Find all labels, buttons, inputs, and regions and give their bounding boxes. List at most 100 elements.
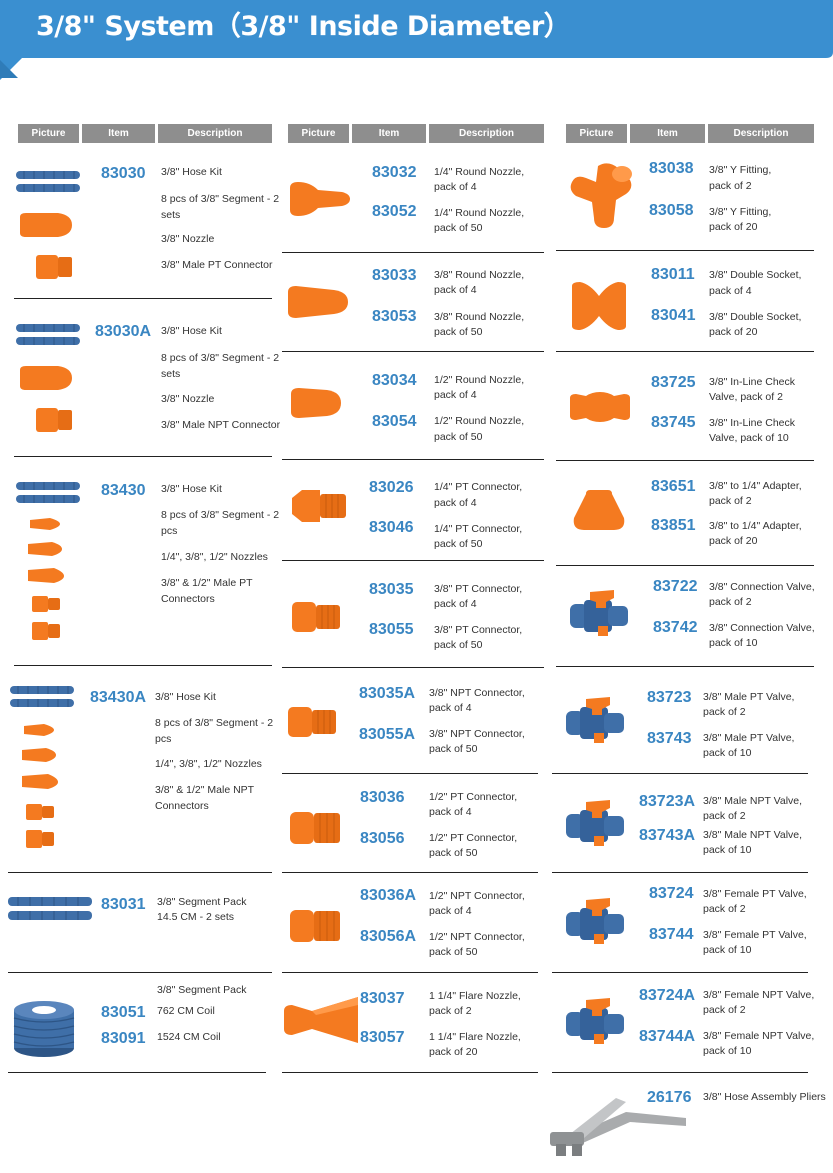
- row-divider: [552, 972, 808, 973]
- item-number: 83041: [651, 307, 696, 324]
- header-item: Item: [352, 124, 426, 143]
- item-line: 3/8" In-Line Check: [709, 376, 796, 388]
- item-number: 83030: [101, 165, 146, 182]
- item-line: pack of 10: [703, 844, 752, 856]
- header-picture: Picture: [288, 124, 349, 143]
- item-line: 3/8" Hose Kit: [161, 483, 222, 495]
- item-line: Valve, pack of 2: [709, 391, 783, 403]
- item-number: 83046: [369, 519, 414, 536]
- item-number: 83033: [372, 267, 417, 284]
- item-number: 83052: [372, 203, 417, 220]
- item-number: 83056: [360, 830, 405, 847]
- item-line: pack of 4: [434, 389, 477, 401]
- item-line: pack of 2: [703, 903, 746, 915]
- item-line: 1/2" PT Connector,: [429, 791, 518, 803]
- item-number: 83851: [651, 517, 696, 534]
- item-line: 3/8" to 1/4" Adapter,: [709, 520, 802, 532]
- item-number: 83743: [647, 730, 692, 747]
- item-number: 83055: [369, 621, 414, 638]
- item-line: 3/8" Male NPT Valve,: [703, 829, 803, 841]
- item-line: pack of 10: [703, 1045, 752, 1057]
- round-nozzle-small-icon: [290, 182, 350, 216]
- item-line: 3/8" Connection Valve,: [709, 622, 815, 634]
- item-line: pack of 2: [709, 180, 752, 192]
- item-number: 83091: [101, 1030, 146, 1047]
- item-line: 3/8" Female PT Valve,: [703, 888, 807, 900]
- item-line: pack of 2: [429, 1005, 472, 1017]
- item-number: 83057: [360, 1029, 405, 1046]
- item-number: 83744: [649, 926, 694, 943]
- row-divider: [282, 252, 544, 253]
- item-line: 3/8" Double Socket,: [709, 269, 802, 281]
- item-line: 3/8" Female NPT Valve,: [703, 989, 815, 1001]
- item-line: 3/8" Hose Assembly Pliers: [703, 1091, 826, 1103]
- row-divider: [14, 298, 272, 299]
- item-line: pack of 2: [709, 495, 752, 507]
- item-line: pack of 2: [703, 706, 746, 718]
- item-line: pack of 2: [709, 596, 752, 608]
- item-line: pack of 10: [709, 637, 758, 649]
- item-line: 3/8" Y Fitting,: [709, 164, 772, 176]
- header-item: Item: [82, 124, 155, 143]
- item-line: pack of 4: [434, 598, 477, 610]
- npt-connector-large-icon: [290, 910, 340, 942]
- item-number: 83745: [651, 414, 696, 431]
- hose-kit-multi-icon: [10, 686, 74, 848]
- item-line: 3/8" Y Fitting,: [709, 206, 772, 218]
- item-line: pack of 50: [434, 326, 483, 338]
- item-line: pack of 4: [434, 284, 477, 296]
- valve-icon: [566, 898, 624, 944]
- valve-icon: [570, 590, 628, 636]
- item-number: 83725: [651, 374, 696, 391]
- pt-connector-icon: [292, 490, 346, 522]
- item-line: 8 pcs of 3/8" Segment - 2 pcs: [155, 717, 274, 745]
- header-picture: Picture: [18, 124, 79, 143]
- row-divider: [8, 1072, 266, 1073]
- item-number: 83036A: [360, 887, 417, 904]
- item-line: pack of 50: [429, 847, 478, 859]
- item-number: 83026: [369, 479, 414, 496]
- item-number: 83054: [372, 413, 417, 430]
- item-group-heading: 3/8" Segment Pack: [157, 984, 247, 996]
- item-line: pack of 2: [703, 1004, 746, 1016]
- item-number: 83034: [372, 372, 417, 389]
- pliers-icon: [550, 1098, 686, 1156]
- item-number: 83036: [360, 789, 405, 806]
- item-line: pack of 50: [434, 538, 483, 550]
- row-divider: [282, 1072, 538, 1073]
- row-divider: [8, 972, 272, 973]
- valve-icon: [566, 697, 624, 743]
- item-line: 1/2" NPT Connector,: [429, 931, 525, 943]
- item-number: 83053: [372, 308, 417, 325]
- row-divider: [282, 872, 538, 873]
- item-line: pack of 50: [434, 222, 483, 234]
- item-line: pack of 50: [429, 946, 478, 958]
- item-number: 83030A: [95, 323, 152, 340]
- item-line: 762 CM Coil: [157, 1005, 215, 1017]
- item-line: 3/8" NPT Connector,: [429, 728, 525, 740]
- row-divider: [282, 560, 544, 561]
- item-line: 3/8" In-Line Check: [709, 417, 796, 429]
- item-line: 1/2" Round Nozzle,: [434, 415, 525, 427]
- item-line: 1/2" PT Connector,: [429, 832, 518, 844]
- item-line: pack of 4: [434, 497, 477, 509]
- item-line: 3/8" to 1/4" Adapter,: [709, 480, 802, 492]
- coil-icon: [13, 1001, 75, 1057]
- item-line: 1 1/4" Flare Nozzle,: [429, 1031, 521, 1043]
- item-line: 3/8" PT Connector,: [434, 624, 523, 636]
- row-divider: [282, 351, 544, 352]
- row-divider: [282, 667, 544, 668]
- item-line: pack of 4: [429, 905, 472, 917]
- item-number: 83055A: [359, 726, 416, 743]
- item-number: 83430: [101, 482, 146, 499]
- item-line: 1/4" Round Nozzle,: [434, 207, 525, 219]
- check-valve-icon: [570, 392, 630, 422]
- item-number: 83744A: [639, 1028, 696, 1045]
- item-number: 83723: [647, 689, 692, 706]
- item-line: pack of 4: [709, 285, 752, 297]
- row-divider: [282, 972, 538, 973]
- item-line: pack of 2: [703, 810, 746, 822]
- item-line: 3/8" Male NPT Valve,: [703, 795, 803, 807]
- item-line: 3/8" Hose Kit: [155, 691, 216, 703]
- item-number: 83037: [360, 990, 405, 1007]
